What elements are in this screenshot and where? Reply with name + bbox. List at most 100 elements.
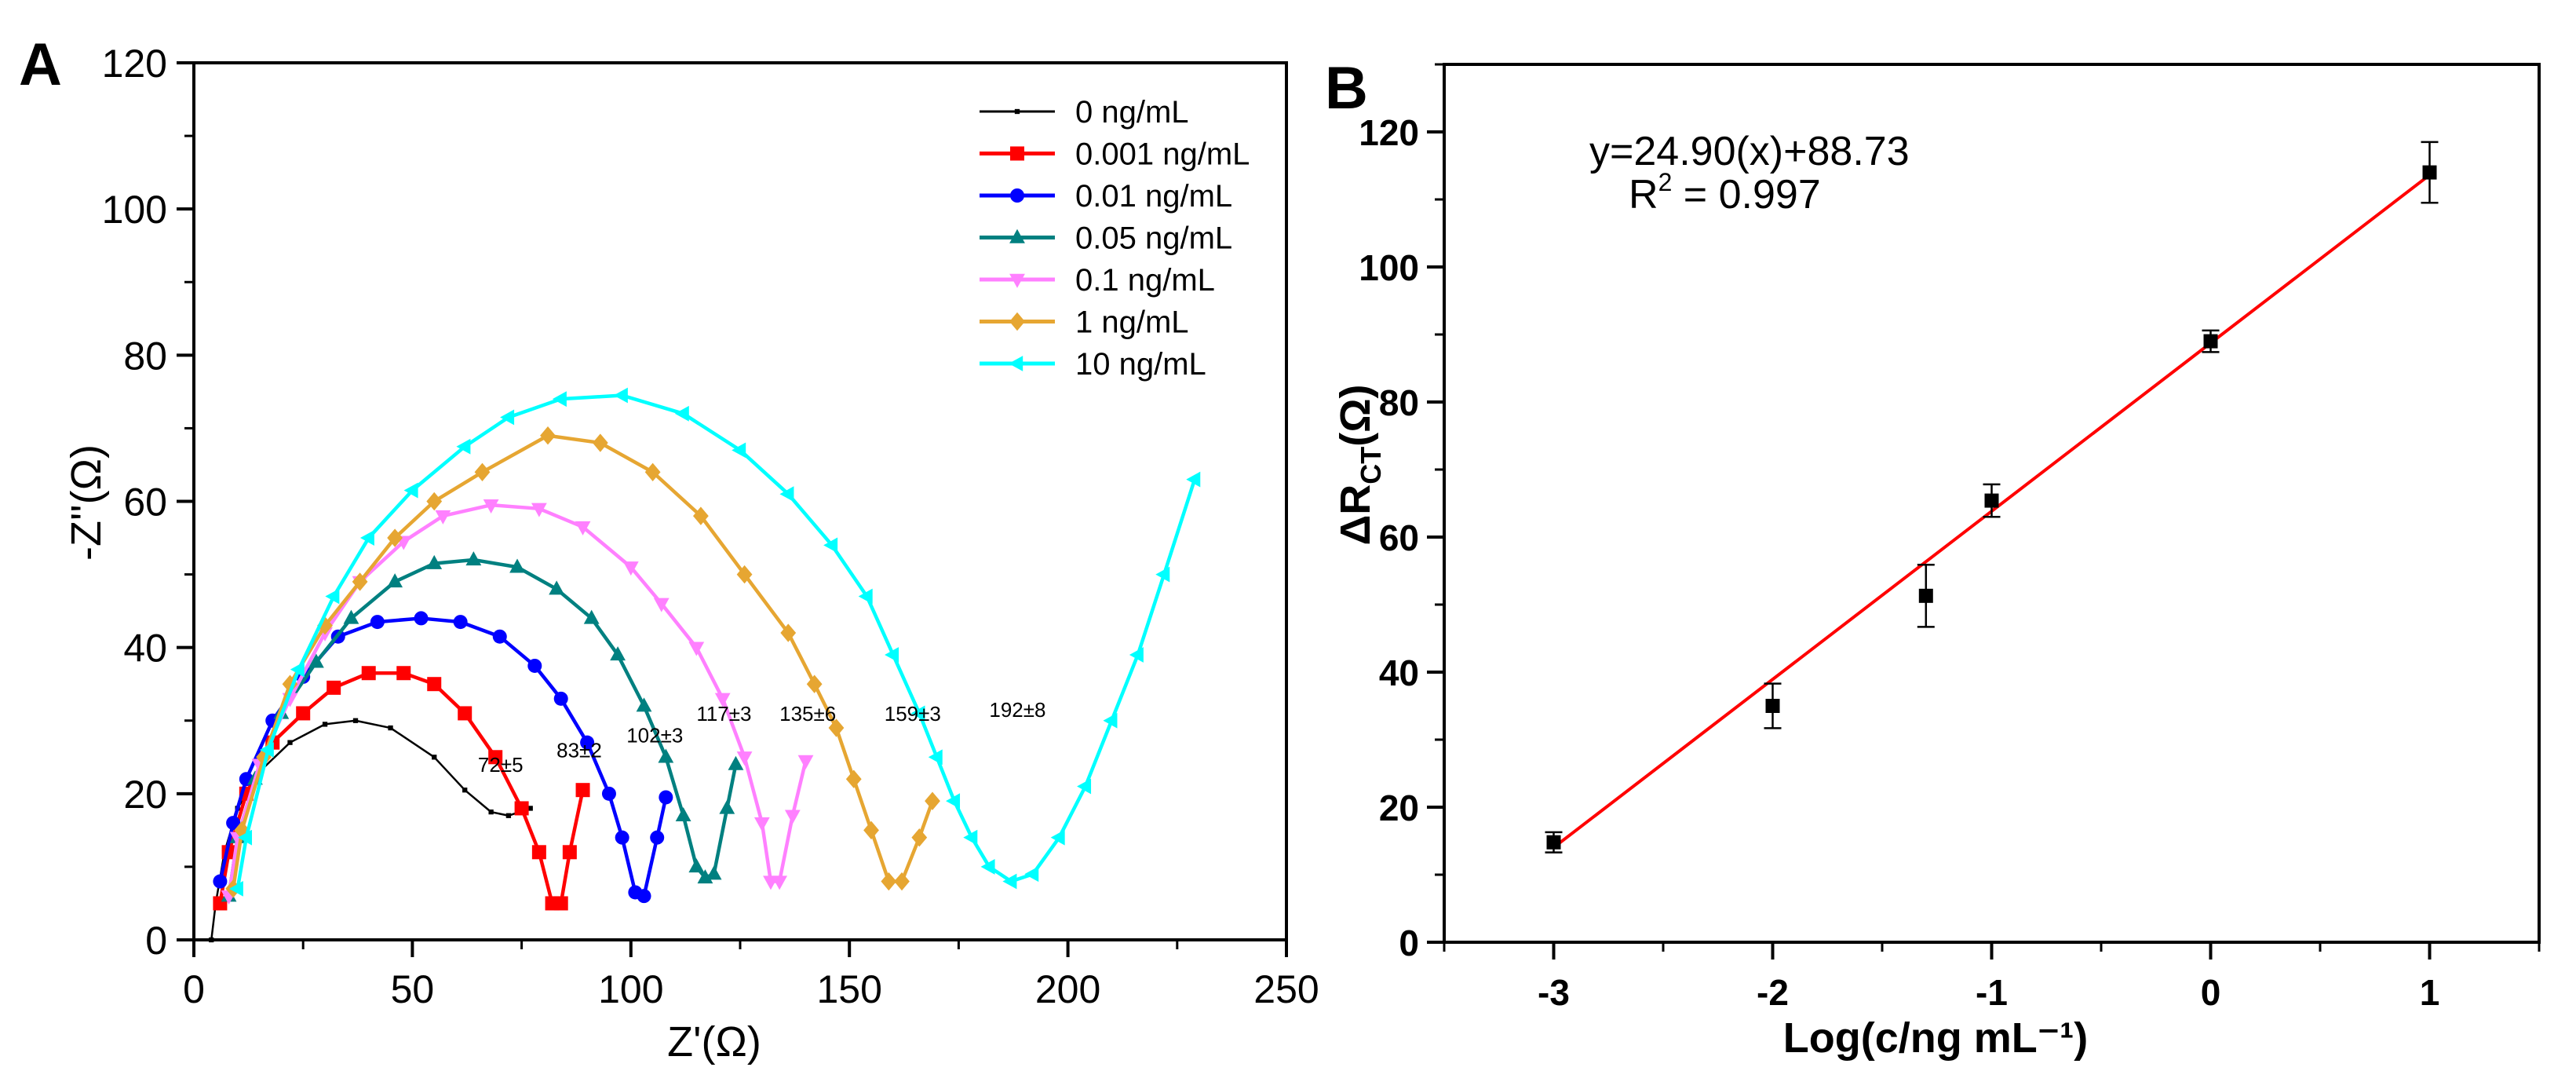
data-point: [359, 530, 374, 546]
x-tick-label-b: -3: [1538, 972, 1570, 1013]
panel-label-b: B: [1325, 55, 1368, 122]
y-label-unit: (Ω): [1332, 384, 1379, 446]
data-point: [728, 755, 744, 770]
data-point: [697, 869, 713, 884]
data-point: [488, 809, 494, 815]
data-point: [553, 691, 568, 706]
data-point: [531, 845, 546, 860]
data-point: [1984, 493, 1999, 508]
data-point: [388, 725, 393, 731]
data-point: [894, 872, 910, 891]
data-point: [290, 661, 305, 678]
data-point: [403, 482, 418, 499]
data-point: [226, 816, 241, 831]
axes-a: 0 50 100 150 200 250 0 20 40 60 80 100 120: [102, 42, 1319, 1011]
legend-label: 10 ng/mL: [1075, 347, 1206, 382]
data-point: [601, 786, 616, 801]
data-point: [575, 521, 591, 536]
data-point: [644, 462, 661, 481]
legend-label: 0 ng/mL: [1075, 95, 1189, 130]
rct-label: 117±3: [696, 702, 751, 726]
data-point: [483, 499, 499, 514]
panel-label-a: A: [19, 31, 62, 98]
series-line: [235, 393, 1197, 890]
legend-item: 0.1 ng/mL: [980, 263, 1215, 298]
data-point: [256, 748, 272, 766]
series-0-01-ng-ml: [213, 611, 673, 904]
data-point: [2203, 334, 2218, 349]
data-point: [885, 647, 899, 663]
data-points-b: [1545, 141, 2439, 854]
data-point: [1765, 699, 1780, 713]
data-point: [505, 813, 512, 818]
y-tick-label-b: 120: [1359, 112, 1419, 153]
data-point: [753, 817, 770, 832]
data-point: [806, 674, 823, 693]
data-point: [692, 506, 709, 525]
data-point: [2422, 165, 2437, 180]
data-point: [928, 749, 943, 766]
data-point: [228, 880, 243, 897]
data-point: [325, 588, 340, 605]
x-tick-label-b: 1: [2420, 972, 2440, 1013]
data-point: [462, 788, 468, 793]
y-tick-label-a: 40: [123, 627, 167, 671]
rct-label: 72±5: [478, 753, 524, 777]
legend-item: 0.01 ng/mL: [980, 179, 1232, 214]
data-point-with-error: [1545, 831, 1563, 854]
data-point: [352, 718, 359, 723]
data-point: [343, 609, 359, 624]
legend-marker: [1010, 146, 1024, 161]
data-point: [925, 791, 940, 810]
data-point: [659, 790, 673, 805]
x-tick-label-a: 200: [1035, 967, 1100, 1011]
rct-label: 102±3: [626, 724, 683, 748]
r2-value: = 0.997: [1672, 172, 1820, 217]
x-tick-label-a: 0: [183, 967, 205, 1011]
data-point: [238, 829, 253, 846]
legend-item: 0.001 ng/mL: [980, 137, 1250, 172]
data-point: [797, 755, 814, 769]
data-point: [527, 658, 542, 673]
data-point: [592, 433, 608, 452]
data-point: [622, 561, 639, 576]
data-point: [213, 874, 228, 889]
data-point: [1077, 778, 1092, 795]
r2-label: R: [1629, 172, 1658, 217]
legend-item: 10 ng/mL: [980, 347, 1206, 382]
data-point: [456, 438, 471, 455]
y-label-subscript: CT: [1355, 447, 1387, 484]
y-tick-label-a: 80: [123, 334, 167, 378]
legend: 0 ng/mL 0.001 ng/mL 0.01 ng/mL 0.05 ng/mL 0.…: [980, 95, 1250, 382]
data-point-with-error: [1983, 483, 2001, 518]
y-tick-label-b: 80: [1379, 382, 1419, 423]
data-point: [1050, 829, 1065, 846]
panel-a-nyquist-plot: A 0 50 100 150 200 250 0 20 40 60 80 100 120 72±5 83±…: [19, 31, 1319, 1066]
data-point: [858, 588, 873, 605]
data-point: [736, 565, 753, 584]
data-point: [427, 677, 442, 692]
data-point: [719, 799, 735, 814]
data-point: [531, 503, 547, 517]
data-point: [615, 830, 629, 845]
data-point: [553, 896, 568, 911]
y-tick-label-a: 20: [123, 773, 167, 817]
data-point: [453, 615, 468, 630]
legend-label: 0.01 ng/mL: [1075, 179, 1232, 214]
data-point: [426, 554, 443, 569]
x-tick-label-a: 150: [816, 967, 881, 1011]
rct-label: 135±6: [779, 702, 836, 726]
data-point: [488, 750, 503, 765]
data-point: [980, 859, 995, 875]
y-axis-label-a: -Z''(Ω): [63, 444, 110, 561]
data-point: [474, 462, 491, 481]
rct-annotations: 72±5 83±2 102±3 117±3 135±6 159±3 192±8: [478, 698, 1046, 777]
legend-marker: [1009, 312, 1025, 331]
data-point: [653, 598, 670, 612]
y-label-main: ΔR: [1332, 484, 1379, 546]
data-point: [552, 391, 567, 408]
legend-item: 1 ng/mL: [980, 305, 1189, 340]
data-point: [549, 580, 565, 595]
data-point: [946, 793, 961, 810]
